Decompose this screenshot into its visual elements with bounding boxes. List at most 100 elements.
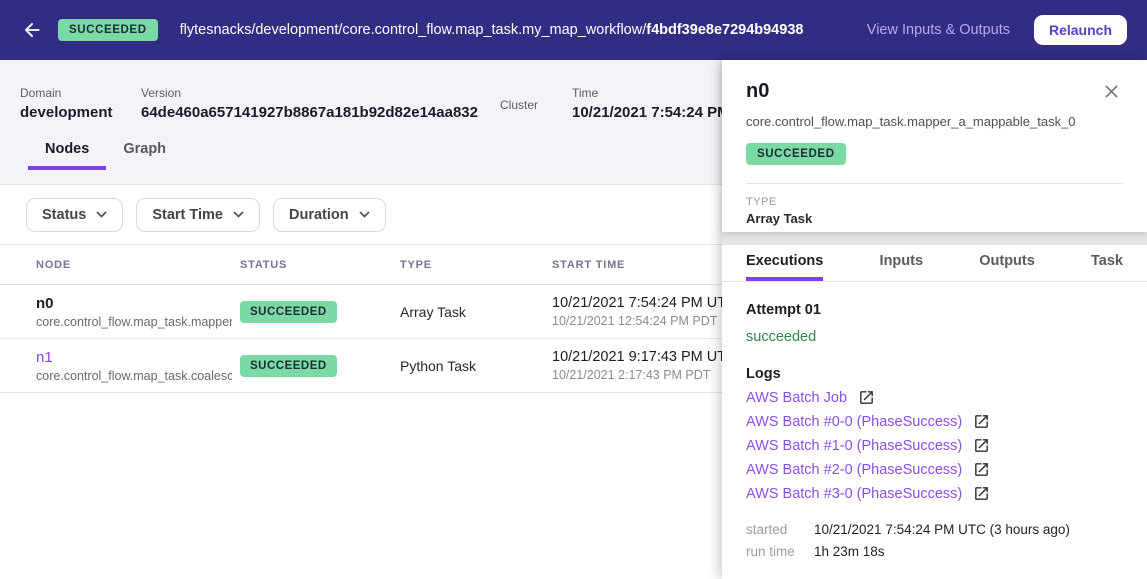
tab-graph[interactable]: Graph [123, 141, 167, 157]
start-time-local: 10/21/2021 12:54:24 PM PDT [552, 314, 718, 328]
log-link-row: AWS Batch #1-0 (PhaseSuccess) [746, 437, 1123, 454]
breadcrumb-path: flytesnacks/development/core.control_flo… [179, 22, 647, 38]
aws-batch-2-link[interactable]: AWS Batch #2-0 (PhaseSuccess) [746, 461, 963, 478]
panel-status-wrap: SUCCEEDED [746, 143, 1123, 165]
chevron-down-icon [96, 211, 107, 218]
panel-node-title: n0 [746, 80, 770, 102]
attempt-status-text: succeeded [746, 329, 817, 345]
node-status-badge: SUCCEEDED [240, 354, 337, 377]
column-header-node: NODE [36, 258, 71, 271]
relaunch-button[interactable]: Relaunch [1033, 15, 1127, 45]
node-status-badge: SUCCEEDED [240, 300, 337, 323]
panel-tabs: Executions Inputs Outputs Task [722, 245, 1147, 282]
chevron-down-icon [233, 211, 244, 218]
executions-tab-content: Attempt 01 succeeded Logs AWS Batch Job … [722, 282, 1147, 579]
panel-divider [746, 183, 1123, 184]
started-label: started [746, 522, 788, 537]
start-time-local: 10/21/2021 2:17:43 PM PDT [552, 368, 711, 382]
node-task-name: core.control_flow.map_task.coalesce [36, 368, 232, 383]
external-link-icon [860, 391, 873, 404]
started-row: started 10/21/2021 7:54:24 PM UTC (3 hou… [746, 522, 1123, 537]
external-link-icon [975, 415, 989, 428]
panel-type-label: TYPE [746, 196, 777, 208]
aws-batch-1-link[interactable]: AWS Batch #1-0 (PhaseSuccess) [746, 437, 963, 454]
close-panel-button[interactable] [1100, 80, 1123, 106]
node-name[interactable]: n0 [36, 294, 54, 312]
logs-heading: Logs [746, 366, 781, 382]
panel-tab-outputs[interactable]: Outputs [979, 253, 1035, 269]
domain-field: Domain development [20, 86, 141, 121]
panel-tab-inputs[interactable]: Inputs [879, 253, 924, 269]
tab-nodes[interactable]: Nodes [28, 132, 107, 170]
attempt-meta: started 10/21/2021 7:54:24 PM UTC (3 hou… [746, 522, 1123, 559]
start-time-utc: 10/21/2021 9:17:43 PM UTC [552, 349, 737, 365]
node-cell: n0 core.control_flow.map_task.mapper_a_m… [36, 295, 240, 329]
panel-task-name: core.control_flow.map_task.mapper_a_mapp… [746, 114, 1076, 129]
type-cell: Array Task [400, 303, 466, 320]
status-filter-dropdown[interactable]: Status [26, 197, 124, 232]
external-link-icon [975, 463, 989, 476]
external-link-icon [975, 439, 989, 452]
column-header-type: TYPE [400, 258, 432, 271]
log-link-row: AWS Batch #2-0 (PhaseSuccess) [746, 461, 1123, 478]
domain-value: development [20, 104, 113, 121]
started-value: 10/21/2021 7:54:24 PM UTC (3 hours ago) [814, 522, 1070, 537]
log-link-row: AWS Batch #3-0 (PhaseSuccess) [746, 485, 1123, 502]
panel-tab-executions[interactable]: Executions [746, 245, 824, 281]
arrow-back-icon [24, 22, 40, 38]
back-button[interactable] [16, 14, 48, 46]
node-cell: n1 core.control_flow.map_task.coalesce [36, 349, 240, 383]
start-time-filter-label: Start Time [152, 206, 223, 223]
aws-batch-job-link[interactable]: AWS Batch Job [746, 389, 848, 406]
version-label: Version [141, 86, 182, 100]
column-header-status: STATUS [240, 258, 288, 271]
panel-type-value: Array Task [746, 211, 813, 226]
status-cell: SUCCEEDED [240, 354, 400, 377]
panel-section-gap [722, 232, 1147, 245]
version-value: 64de460a657141927b8867a181b92d82e14aa832 [141, 104, 478, 121]
view-tabs: Nodes Graph [28, 132, 1147, 170]
breadcrumb: flytesnacks/development/core.control_flo… [180, 22, 855, 38]
panel-tab-task[interactable]: Task [1091, 253, 1123, 269]
log-link-row: AWS Batch Job [746, 389, 1123, 406]
panel-title-row: n0 [746, 80, 1123, 106]
log-link-row: AWS Batch #0-0 (PhaseSuccess) [746, 413, 1123, 430]
top-nav-bar: SUCCEEDED flytesnacks/development/core.c… [0, 0, 1147, 60]
node-details-header: n0 core.control_flow.map_task.mapper_a_m… [722, 60, 1147, 232]
run-time-row: run time 1h 23m 18s [746, 544, 1123, 559]
execution-details-row: Domain development Version 64de460a65714… [0, 60, 1147, 121]
start-time-utc: 10/21/2021 7:54:24 PM UTC [552, 295, 737, 311]
duration-filter-dropdown[interactable]: Duration [272, 197, 386, 232]
node-task-name: core.control_flow.map_task.mapper_a_mapp… [36, 314, 232, 329]
execution-status-badge: SUCCEEDED [58, 19, 158, 41]
run-time-label: run time [746, 544, 795, 559]
status-cell: SUCCEEDED [240, 300, 400, 323]
start-time-filter-dropdown[interactable]: Start Time [136, 197, 260, 232]
time-value: 10/21/2021 7:54:24 PM UTC [572, 104, 765, 121]
breadcrumb-execution-id: f4bdf39e8e7294b94938 [646, 22, 804, 38]
duration-filter-label: Duration [288, 206, 349, 223]
panel-status-badge: SUCCEEDED [746, 143, 846, 165]
aws-batch-0-link[interactable]: AWS Batch #0-0 (PhaseSuccess) [746, 413, 963, 430]
run-time-value: 1h 23m 18s [814, 544, 885, 559]
status-filter-label: Status [42, 206, 87, 223]
time-field: Time 10/21/2021 7:54:24 PM UTC [572, 86, 765, 121]
close-icon [1105, 85, 1118, 98]
view-inputs-outputs-link[interactable]: View Inputs & Outputs [866, 22, 1010, 38]
start-time-cell: 10/21/2021 7:54:24 PM UTC 10/21/2021 12:… [552, 295, 872, 328]
node-name-link[interactable]: n1 [36, 348, 53, 366]
time-label: Time [572, 86, 599, 100]
cluster-label: Cluster [500, 98, 539, 112]
main-area: Domain development Version 64de460a65714… [0, 60, 1147, 579]
cluster-field: Cluster [500, 86, 572, 121]
node-executions-section: Executions Inputs Outputs Task Attempt 0… [722, 245, 1147, 579]
start-time-cell: 10/21/2021 9:17:43 PM UTC 10/21/2021 2:1… [552, 349, 872, 382]
version-field: Version 64de460a657141927b8867a181b92d82… [141, 86, 500, 121]
type-cell: Python Task [400, 357, 477, 374]
node-details-panel: n0 core.control_flow.map_task.mapper_a_m… [722, 60, 1147, 579]
external-link-icon [975, 487, 989, 500]
column-header-start-time: START TIME [552, 258, 626, 271]
aws-batch-3-link[interactable]: AWS Batch #3-0 (PhaseSuccess) [746, 485, 963, 502]
chevron-down-icon [358, 211, 370, 218]
attempt-heading: Attempt 01 [746, 302, 821, 318]
